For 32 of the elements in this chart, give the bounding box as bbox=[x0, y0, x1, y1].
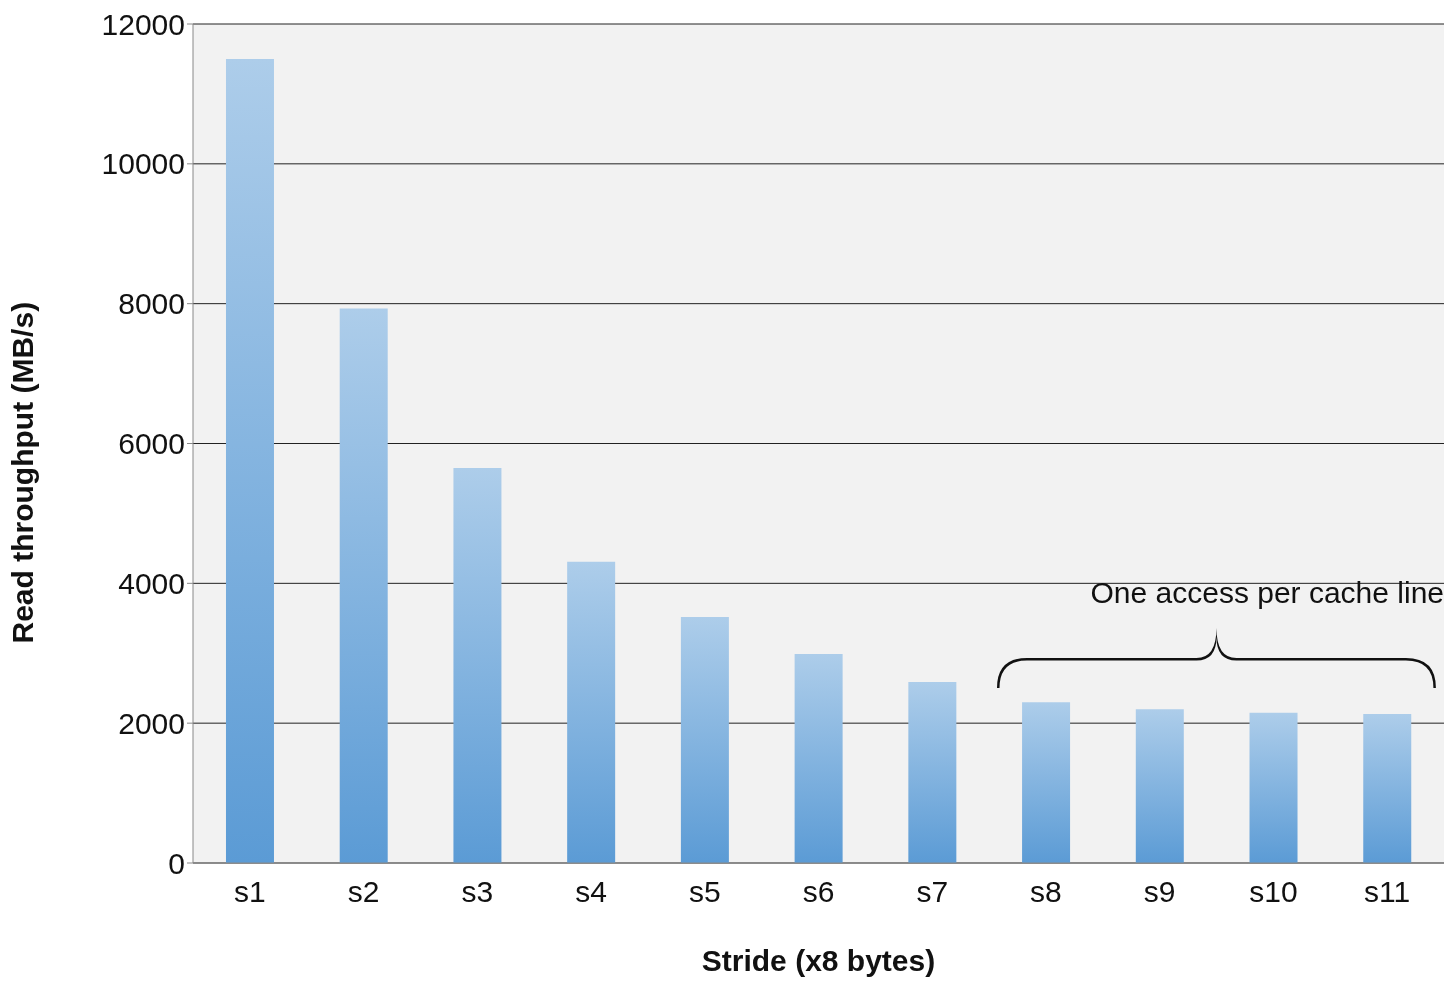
x-tick-label: s5 bbox=[688, 875, 721, 909]
x-tick-label: s9 bbox=[1143, 875, 1176, 909]
bar bbox=[680, 616, 729, 863]
y-tick-label: 10000 bbox=[101, 147, 185, 181]
bar bbox=[1022, 702, 1071, 863]
bar bbox=[1135, 709, 1184, 863]
bar bbox=[908, 681, 957, 863]
x-tick-label: s1 bbox=[234, 875, 266, 909]
y-tick-label: 12000 bbox=[101, 7, 185, 41]
bar bbox=[567, 561, 616, 863]
x-tick-label: s6 bbox=[802, 875, 835, 909]
bar bbox=[1249, 712, 1298, 863]
x-tick-label: s4 bbox=[575, 875, 607, 909]
x-axis-title: Stride (x8 bytes) bbox=[701, 944, 936, 977]
bar bbox=[794, 653, 843, 863]
y-tick-label: 0 bbox=[168, 846, 185, 880]
y-tick-label: 8000 bbox=[118, 287, 185, 321]
y-axis-title: Read throughput (MB/s) bbox=[5, 301, 39, 644]
y-tick-label: 2000 bbox=[118, 706, 185, 740]
annotation: One access per cache line bbox=[1090, 576, 1444, 610]
y-tick-label: 4000 bbox=[118, 566, 185, 600]
bar bbox=[339, 308, 388, 863]
bar bbox=[453, 467, 502, 863]
x-tick-label: s8 bbox=[1030, 875, 1062, 909]
x-tick-label: s3 bbox=[461, 875, 494, 909]
x-tick-label: s7 bbox=[916, 875, 949, 909]
x-tick-label: s2 bbox=[347, 875, 380, 909]
bar bbox=[1363, 714, 1412, 863]
x-tick-label: s10 bbox=[1249, 875, 1298, 909]
x-tick-label: s11 bbox=[1364, 875, 1411, 909]
y-tick-label: 6000 bbox=[118, 427, 185, 461]
bar bbox=[225, 58, 274, 863]
